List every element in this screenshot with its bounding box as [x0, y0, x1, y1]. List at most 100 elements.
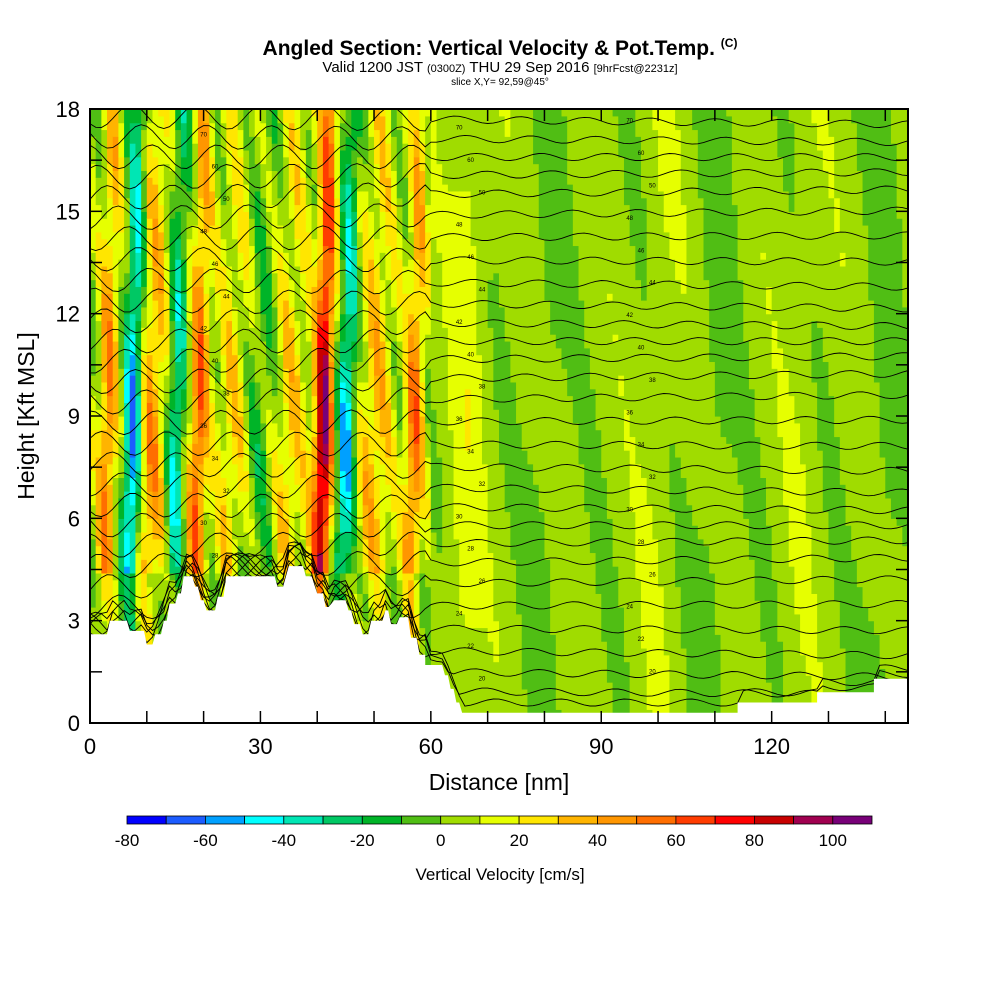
velocity-cell	[385, 177, 392, 212]
velocity-cell	[419, 204, 426, 253]
velocity-cell	[641, 197, 648, 301]
theta-contour-line	[90, 493, 908, 520]
velocity-cell	[595, 109, 602, 431]
velocity-cell	[584, 347, 591, 513]
velocity-cell	[135, 531, 142, 554]
theta-contour-line	[90, 308, 908, 336]
velocity-cell	[300, 450, 307, 478]
velocity-cell	[828, 559, 835, 723]
velocity-cell	[135, 470, 142, 492]
velocity-cell	[305, 204, 313, 233]
velocity-cell	[890, 143, 898, 519]
velocity-cell	[391, 279, 398, 308]
velocity-cell	[197, 334, 205, 410]
velocity-cell	[277, 197, 284, 226]
velocity-cell	[476, 627, 483, 723]
velocity-cell	[317, 463, 324, 499]
colorbar-swatch	[440, 815, 481, 825]
velocity-cell	[129, 477, 137, 506]
velocity-cell	[885, 497, 892, 723]
velocity-cell	[141, 327, 148, 356]
velocity-cell	[396, 456, 404, 485]
velocity-cell	[890, 109, 898, 144]
theta-contour-label: 38	[223, 392, 230, 398]
velocity-cell	[192, 143, 199, 226]
velocity-cell	[374, 572, 381, 615]
velocity-cell	[305, 109, 313, 131]
y-tick-label: 12	[56, 302, 80, 327]
velocity-cell	[283, 368, 290, 403]
velocity-cell	[305, 477, 313, 547]
velocity-cell	[339, 402, 347, 472]
velocity-cell	[169, 436, 176, 458]
velocity-cell	[516, 613, 523, 723]
velocity-cell	[260, 109, 267, 124]
velocity-cell	[839, 647, 847, 723]
velocity-cell	[254, 443, 262, 478]
velocity-cell	[805, 109, 813, 526]
velocity-cell	[180, 109, 188, 124]
theta-contour-label: 50	[479, 190, 486, 196]
velocity-cell	[163, 525, 171, 574]
velocity-cell	[141, 354, 148, 451]
velocity-cell	[379, 211, 386, 253]
velocity-cell	[385, 484, 392, 513]
velocity-cell	[169, 190, 176, 219]
velocity-cell	[294, 109, 301, 131]
velocity-cell	[356, 265, 364, 363]
velocity-cell	[499, 306, 506, 465]
velocity-cell	[391, 409, 398, 438]
velocity-cell	[101, 463, 108, 492]
velocity-cell	[765, 286, 773, 315]
velocity-cell	[311, 395, 318, 438]
velocity-cell	[362, 211, 369, 301]
velocity-cell	[436, 163, 443, 253]
velocity-cell	[277, 552, 284, 574]
velocity-cell	[322, 463, 330, 478]
velocity-cell	[209, 286, 216, 376]
velocity-cell	[322, 525, 330, 574]
velocity-cell	[112, 136, 119, 171]
valid-prefix: Valid 1200 JST	[322, 59, 423, 76]
velocity-cell	[220, 388, 227, 451]
velocity-cell	[374, 293, 381, 322]
theta-contour-line	[90, 409, 908, 436]
velocity-cell	[260, 197, 267, 226]
velocity-cell	[186, 238, 193, 322]
velocity-cell	[555, 109, 563, 349]
velocity-cell	[146, 463, 154, 492]
velocity-cell	[214, 422, 222, 451]
velocity-cell	[345, 552, 352, 574]
theta-contour-line	[90, 328, 908, 354]
theta-contour-label: 70	[200, 132, 207, 138]
theta-contour-label: 48	[456, 223, 463, 229]
velocity-cell	[124, 334, 131, 369]
velocity-cell	[271, 450, 279, 506]
theta-contour-label: 42	[456, 320, 463, 326]
velocity-cell	[124, 572, 131, 649]
velocity-cell	[419, 572, 426, 629]
theta-contour-label: 22	[467, 644, 474, 650]
velocity-cell	[135, 109, 142, 124]
velocity-cell	[317, 279, 324, 301]
velocity-cell	[90, 109, 97, 137]
theta-contour-line	[90, 203, 908, 230]
colorbar-tick-label: -40	[272, 831, 297, 850]
velocity-cell	[351, 177, 358, 212]
velocity-cell	[277, 320, 284, 356]
theta-contour-label: 40	[212, 359, 219, 365]
velocity-cell	[550, 109, 557, 335]
velocity-cell	[510, 559, 517, 723]
velocity-cell	[612, 566, 619, 723]
velocity-cell	[504, 109, 511, 137]
velocity-cell	[533, 484, 540, 723]
velocity-cell	[351, 572, 358, 594]
velocity-cell	[124, 272, 131, 294]
velocity-cell	[339, 259, 347, 315]
velocity-cell	[464, 627, 472, 723]
velocity-cell	[675, 279, 682, 458]
velocity-cell	[146, 586, 154, 615]
velocity-cell	[391, 170, 398, 206]
velocity-cell	[851, 122, 858, 560]
velocity-cell	[425, 422, 432, 458]
